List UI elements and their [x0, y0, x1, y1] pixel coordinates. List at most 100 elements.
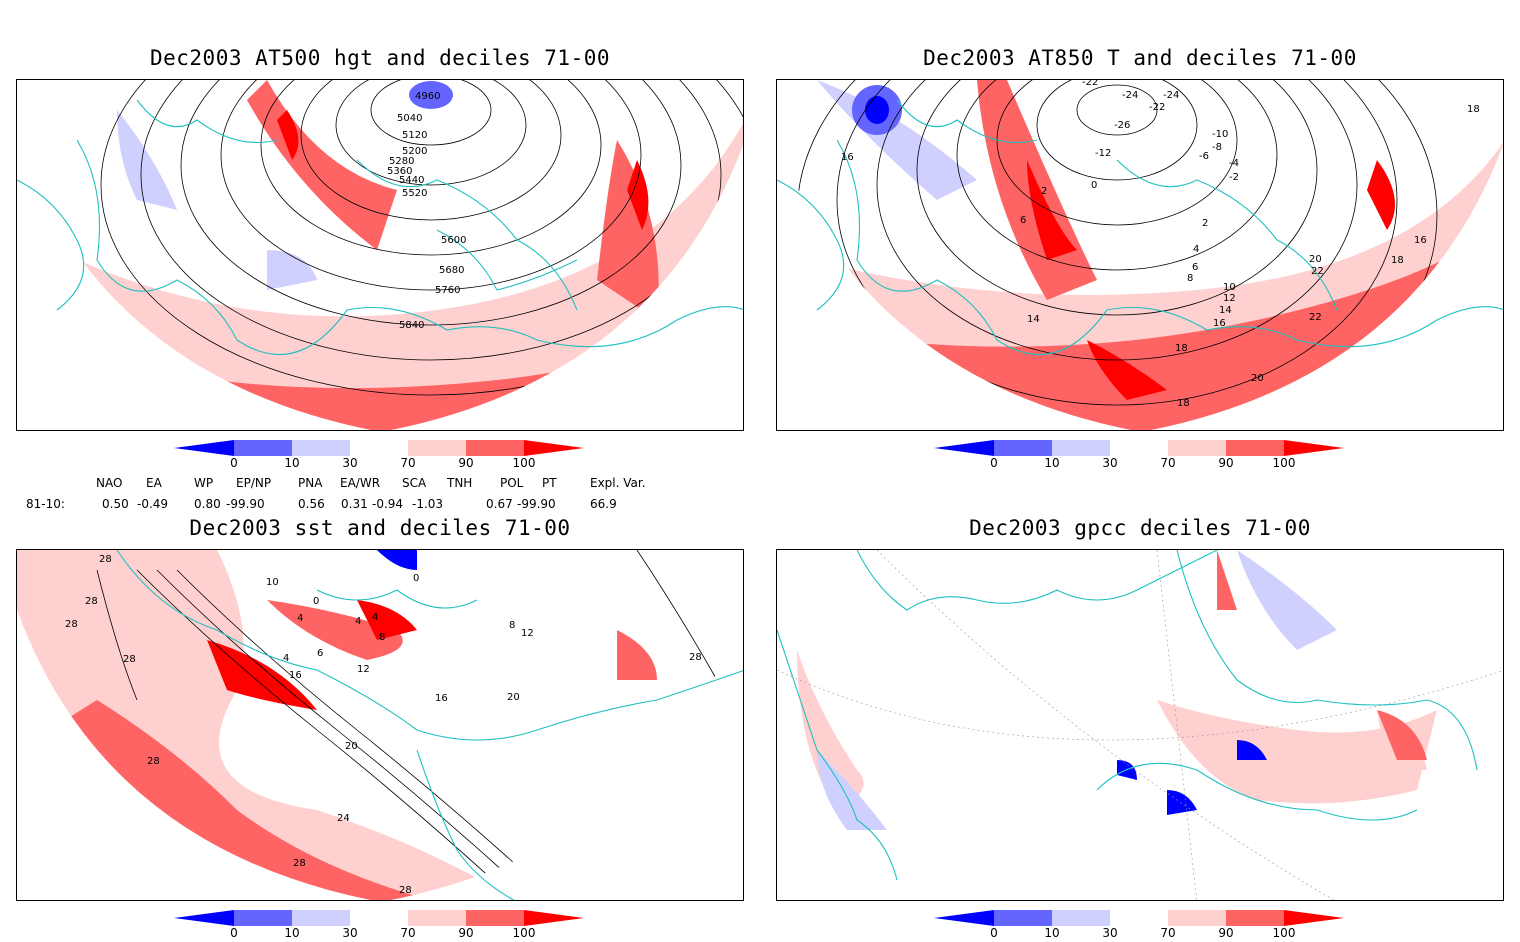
contour-label: 6: [1020, 215, 1026, 226]
colorbar-label: 0: [990, 926, 998, 940]
contour-label: 4: [372, 612, 378, 623]
index-header-pna: PNA: [298, 476, 323, 490]
index-value-nao: 0.50: [102, 497, 129, 511]
contour-labels-1: 4960 5040 5120 5200 5280 5360 5440 5520 …: [387, 91, 466, 331]
contour-label: 14: [1027, 314, 1040, 325]
colorbar-label: 30: [1102, 456, 1118, 470]
contour-label: 22: [1311, 266, 1324, 277]
colorbar-label: 100: [512, 456, 536, 470]
contour-label: 5760: [435, 285, 460, 296]
map-panel-500hgt: 4960 5040 5120 5200 5280 5360 5440 5520 …: [16, 79, 744, 431]
contour-label: 5680: [439, 265, 464, 276]
contour-label: 20: [345, 741, 358, 752]
colorbar-label: 0: [230, 926, 238, 940]
contour-label: 24: [337, 813, 350, 824]
index-header-pol: POL: [500, 476, 524, 490]
index-value-ea: -0.49: [137, 497, 169, 511]
contour-label: 28: [123, 654, 136, 665]
contour-label: -8: [1212, 142, 1222, 153]
index-row-label: 81-10:: [26, 497, 65, 511]
contour-label: -24: [1163, 90, 1179, 101]
contour-label: 10: [266, 577, 279, 588]
contour-label: -12: [1095, 148, 1111, 159]
contour-label: 5120: [402, 130, 427, 141]
contour-label: 14: [1219, 305, 1232, 316]
contour-label: 4: [297, 613, 303, 624]
contour-label: 12: [521, 628, 534, 639]
contour-label: 0: [413, 573, 419, 584]
index-header-ea: EA: [146, 476, 162, 490]
contour-label: 5520: [402, 188, 427, 199]
contour-label: 20: [1309, 254, 1322, 265]
colorbar-label: 90: [1218, 926, 1234, 940]
colorbar-label: 90: [1218, 456, 1234, 470]
contour-label: 5440: [399, 175, 424, 186]
contour-label: 5200: [402, 146, 427, 157]
panel-title-3: Dec2003 sst and deciles 71-00: [189, 516, 571, 540]
index-value-eawr: 0.31: [341, 497, 368, 511]
coastlines-3: [116, 550, 743, 900]
contour-label: 4: [355, 616, 361, 627]
panel-title-1: Dec2003 AT500 hgt and deciles 71-00: [149, 46, 610, 70]
contour-label: 16: [289, 670, 302, 681]
colorbar-label: 100: [512, 926, 536, 940]
contour-labels-2: -22 -24 -24 -22 -26 -12 -10 -8 -6 -4 -2 …: [841, 80, 1480, 409]
colorbar-label: 10: [284, 926, 300, 940]
contour-label: 18: [1467, 104, 1480, 115]
contour-label: 10: [1223, 282, 1236, 293]
contour-label: -10: [1212, 129, 1228, 140]
index-header-wp: WP: [194, 476, 214, 490]
map-panel-850t: -22 -24 -24 -22 -26 -12 -10 -8 -6 -4 -2 …: [776, 79, 1504, 431]
contour-label: 8: [1187, 273, 1193, 284]
contour-label: -2: [1229, 172, 1239, 183]
contour-labels-3: 28 28 28 28 10 0 4 4 4 8 4 6 16 12 8 12 …: [65, 554, 702, 896]
colorbar-label: 100: [1272, 926, 1296, 940]
contour-label: 12: [1223, 293, 1236, 304]
index-value-explvar: 66.9: [590, 497, 617, 511]
contour-label: 12: [357, 664, 370, 675]
map-svg-gpcc: [777, 550, 1503, 900]
index-value-pol: 0.67: [486, 497, 513, 511]
contour-label: 8: [379, 632, 385, 643]
colorbar-label: 70: [400, 456, 416, 470]
contour-label: 20: [507, 692, 520, 703]
contour-label: 28: [147, 756, 160, 767]
contour-label: 28: [689, 652, 702, 663]
colorbar-label: 10: [284, 456, 300, 470]
contour-label: 28: [99, 554, 112, 565]
index-header-nao: NAO: [96, 476, 123, 490]
index-header-explvar: Expl. Var.: [590, 476, 646, 490]
colorbar-label: 90: [458, 926, 474, 940]
index-value-wp: 0.80: [194, 497, 221, 511]
contour-label: 4: [283, 653, 289, 664]
contour-label: 6: [317, 648, 323, 659]
colorbar-label: 30: [342, 926, 358, 940]
colorbar-label: 0: [990, 456, 998, 470]
colorbar-label: 90: [458, 456, 474, 470]
panel-title-4: Dec2003 gpcc deciles 71-00: [969, 516, 1311, 540]
contour-label: 18: [1175, 343, 1188, 354]
map-svg-500hgt: 4960 5040 5120 5200 5280 5360 5440 5520 …: [17, 80, 743, 430]
contour-label: 0: [313, 596, 319, 607]
contour-label: 16: [1213, 318, 1226, 329]
contour-label: 0: [1091, 180, 1097, 191]
coastlines-2: [777, 99, 1503, 355]
panel-title-2: Dec2003 AT850 T and deciles 71-00: [923, 46, 1357, 70]
contour-label: 4: [1193, 244, 1199, 255]
coastlines-1: [17, 99, 743, 355]
colorbar-label: 70: [400, 926, 416, 940]
map-panel-gpcc: [776, 549, 1504, 901]
index-header-pt: PT: [542, 476, 557, 490]
colorbar-label: 70: [1160, 456, 1176, 470]
contour-label: -6: [1199, 151, 1209, 162]
index-header-tnh: TNH: [447, 476, 473, 490]
contour-label: 18: [1391, 255, 1404, 266]
contour-label: 5360: [387, 166, 412, 177]
coastlines-4: [777, 550, 1478, 881]
map-svg-sst: 28 28 28 28 10 0 4 4 4 8 4 6 16 12 8 12 …: [17, 550, 743, 900]
contour-label: -24: [1122, 90, 1138, 101]
contour-label: 5600: [441, 235, 466, 246]
contour-label: 18: [1177, 398, 1190, 409]
contour-label: 6: [1192, 262, 1198, 273]
contour-label: 5040: [397, 113, 422, 124]
